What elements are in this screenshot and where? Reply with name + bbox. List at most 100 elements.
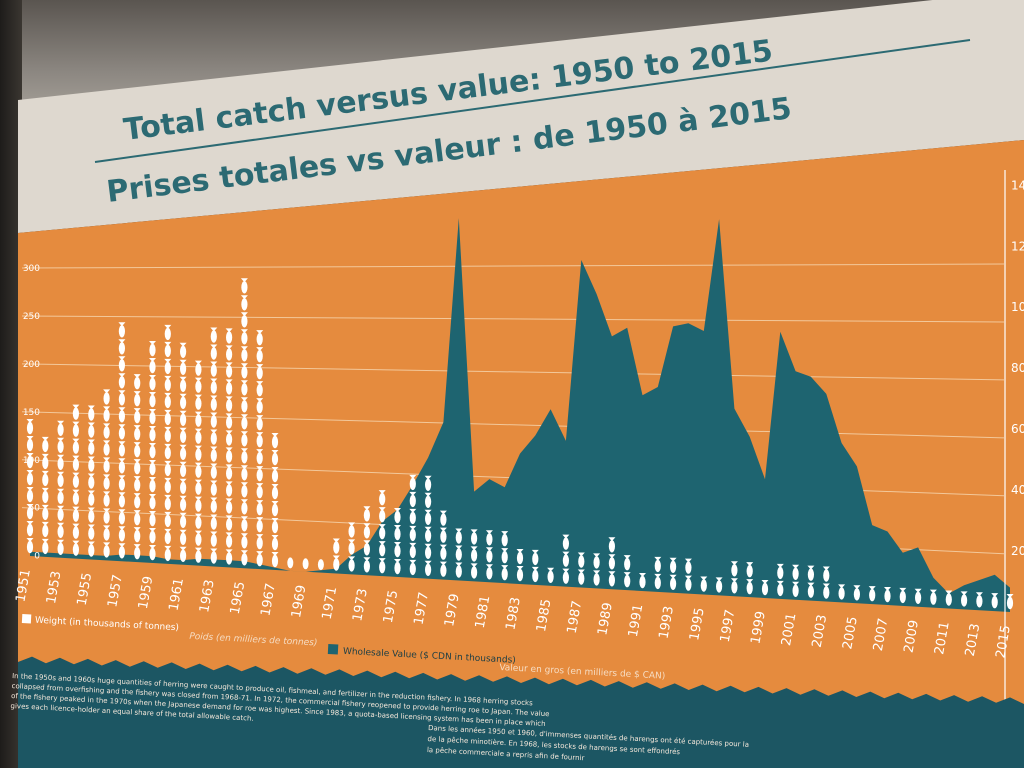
fish-icon <box>88 544 95 557</box>
fish-tail <box>164 494 172 499</box>
fish-tail <box>394 559 401 563</box>
fish-tail <box>240 516 248 521</box>
fish-tail <box>210 497 218 502</box>
fish-icon <box>425 563 432 576</box>
fish-tail <box>179 461 187 466</box>
fish-tail <box>348 539 356 544</box>
weight-fish-column <box>654 556 662 590</box>
fish-tail <box>271 450 279 454</box>
weight-fish-column <box>960 591 968 607</box>
fish-icon <box>425 546 432 559</box>
fish-icon <box>486 567 493 580</box>
fish-tail <box>256 398 264 403</box>
fish-icon <box>210 415 217 428</box>
fish-icon <box>149 445 156 459</box>
fish-icon <box>149 343 156 357</box>
fish-icon <box>256 502 263 516</box>
fish-icon <box>118 325 125 338</box>
weight-fish-column <box>807 565 815 598</box>
fish-tail <box>485 547 493 552</box>
fish-tail <box>179 546 187 551</box>
fish-icon <box>164 497 171 511</box>
fish-tail <box>332 555 340 560</box>
fish-icon <box>271 520 279 534</box>
fish-icon <box>134 529 141 543</box>
fish-tail <box>394 508 401 512</box>
fish-tail <box>409 542 417 547</box>
fish-tail <box>179 342 187 347</box>
fish-tail <box>394 525 401 529</box>
fish-icon <box>57 542 64 555</box>
fish-icon <box>516 568 524 582</box>
fish-tail <box>210 480 218 485</box>
fish-icon <box>210 364 217 377</box>
x-tick-label: 1981 <box>473 594 494 629</box>
fish-tail <box>41 453 49 458</box>
fish-icon <box>42 473 49 487</box>
fish-icon <box>118 478 125 491</box>
fish-tail <box>256 415 264 420</box>
fish-tail <box>194 513 202 518</box>
fish-tail <box>455 562 463 567</box>
fish-icon <box>42 541 49 555</box>
fish-tail <box>210 429 218 434</box>
fish-tail <box>103 525 111 530</box>
fish-icon <box>149 377 156 391</box>
fish-icon <box>777 583 784 597</box>
fish-icon <box>501 567 508 581</box>
left-axis-ticks: 0 50 100 150 200 250 300 <box>23 264 40 562</box>
fish-tail <box>669 557 677 562</box>
fish-tail <box>118 407 126 412</box>
fish-tail <box>256 466 264 471</box>
fish-tail <box>164 324 172 329</box>
fish-tail <box>501 565 509 570</box>
fish-tail <box>57 488 65 493</box>
fish-icon <box>195 482 202 495</box>
weight-fish-column <box>424 475 432 576</box>
fish-tail <box>194 479 202 484</box>
fish-icon <box>26 506 34 520</box>
fish-icon <box>670 577 677 590</box>
fish-icon <box>256 519 263 533</box>
fish-icon <box>363 560 370 573</box>
fish-tail <box>194 530 202 535</box>
fish-icon <box>425 495 432 508</box>
fish-icon <box>226 416 233 429</box>
fish-icon <box>210 381 217 394</box>
left-tick-label: 100 <box>23 456 40 466</box>
fish-icon <box>164 344 171 358</box>
fish-tail <box>179 444 187 449</box>
fish-tail <box>485 564 493 569</box>
fish-tail <box>57 437 65 442</box>
fish-icon <box>869 588 876 602</box>
fish-icon <box>746 564 753 578</box>
x-tick-label: 1965 <box>228 580 249 615</box>
fish-tail <box>118 458 126 463</box>
fish-icon <box>134 427 141 441</box>
fish-icon <box>180 532 187 545</box>
fish-tail <box>424 543 432 548</box>
weight-fish-column <box>179 342 187 562</box>
fish-icon <box>57 525 64 538</box>
fish-tail <box>623 555 631 560</box>
fish-icon <box>118 495 125 508</box>
fish-tail <box>240 448 248 453</box>
fish-tail <box>409 525 417 530</box>
fish-icon <box>593 556 600 569</box>
fish-icon <box>26 455 34 469</box>
x-tick-label: 2009 <box>902 619 923 654</box>
fish-tail <box>194 496 202 501</box>
fish-icon <box>57 491 64 504</box>
fish-tail <box>271 535 279 539</box>
fish-tail <box>225 464 233 469</box>
right-tick-label: 40 <box>1011 483 1024 497</box>
x-tick-label: 1997 <box>718 608 739 643</box>
fish-tail <box>179 495 187 500</box>
fish-icon <box>226 501 233 514</box>
weight-fish-column <box>715 577 723 593</box>
fish-icon <box>134 393 141 407</box>
fish-icon <box>226 365 233 378</box>
x-tick-label: 1987 <box>565 600 586 635</box>
fish-tail <box>363 523 371 528</box>
